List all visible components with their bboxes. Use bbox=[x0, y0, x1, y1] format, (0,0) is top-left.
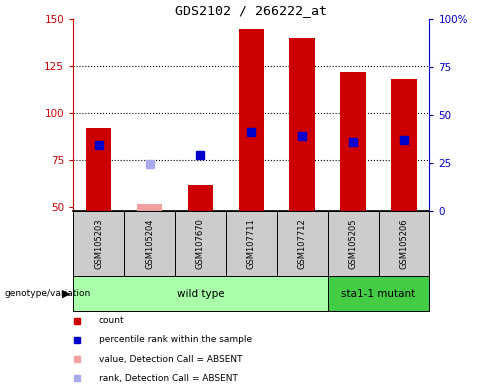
Text: value, Detection Call = ABSENT: value, Detection Call = ABSENT bbox=[99, 354, 242, 364]
Text: count: count bbox=[99, 316, 124, 325]
Text: GSM105206: GSM105206 bbox=[400, 218, 408, 269]
Bar bbox=[239, 29, 264, 211]
Bar bbox=[124, 211, 175, 276]
Text: wild type: wild type bbox=[177, 289, 224, 299]
Bar bbox=[327, 276, 429, 311]
Bar bbox=[175, 211, 226, 276]
Text: GSM105205: GSM105205 bbox=[348, 218, 358, 269]
Bar bbox=[391, 79, 417, 211]
Title: GDS2102 / 266222_at: GDS2102 / 266222_at bbox=[175, 3, 327, 17]
Bar bbox=[341, 72, 366, 211]
Text: percentile rank within the sample: percentile rank within the sample bbox=[99, 335, 252, 344]
Bar bbox=[226, 211, 277, 276]
Text: sta1-1 mutant: sta1-1 mutant bbox=[342, 289, 416, 299]
Bar bbox=[289, 38, 315, 211]
Bar bbox=[137, 204, 163, 211]
Text: GSM105203: GSM105203 bbox=[94, 218, 103, 269]
Text: GSM107711: GSM107711 bbox=[247, 218, 256, 269]
Text: rank, Detection Call = ABSENT: rank, Detection Call = ABSENT bbox=[99, 374, 238, 383]
Text: GSM105204: GSM105204 bbox=[145, 218, 154, 269]
Bar bbox=[73, 211, 124, 276]
Bar bbox=[379, 211, 429, 276]
Text: GSM107670: GSM107670 bbox=[196, 218, 205, 269]
Bar bbox=[188, 185, 213, 211]
Text: genotype/variation: genotype/variation bbox=[5, 289, 91, 298]
Bar bbox=[86, 128, 111, 211]
Bar bbox=[73, 276, 327, 311]
Text: ▶: ▶ bbox=[62, 289, 71, 299]
Bar bbox=[327, 211, 379, 276]
Bar bbox=[277, 211, 327, 276]
Text: GSM107712: GSM107712 bbox=[298, 218, 307, 269]
